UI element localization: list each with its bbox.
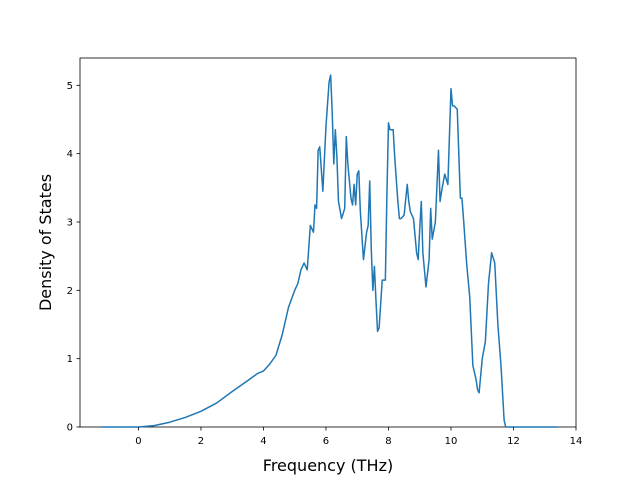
y-tick-label: 2	[67, 286, 73, 297]
y-axis: 0 1 2 3 4 5	[67, 81, 80, 434]
x-tick-label: 4	[260, 436, 266, 447]
y-axis-label: Density of States	[36, 174, 55, 311]
y-tick-label: 1	[67, 354, 73, 365]
plot-area	[79, 57, 577, 428]
y-tick-label: 4	[67, 149, 73, 160]
x-axis-label: Frequency (THz)	[263, 456, 393, 475]
x-tick-label: 14	[570, 436, 583, 447]
y-tick-label: 3	[67, 218, 73, 229]
x-tick-label: 6	[323, 436, 329, 447]
x-tick-label: 12	[507, 436, 520, 447]
x-tick-label: 10	[445, 436, 458, 447]
x-tick-label: 0	[135, 436, 141, 447]
axes-frame	[79, 57, 577, 428]
x-axis: 0 2 4 6 8 10 12 14	[135, 427, 582, 447]
dos-series-line	[100, 74, 558, 428]
x-tick-label: 2	[198, 436, 204, 447]
y-tick-label: 0	[67, 423, 73, 434]
y-tick-label: 5	[67, 81, 73, 92]
x-tick-label: 8	[385, 436, 391, 447]
